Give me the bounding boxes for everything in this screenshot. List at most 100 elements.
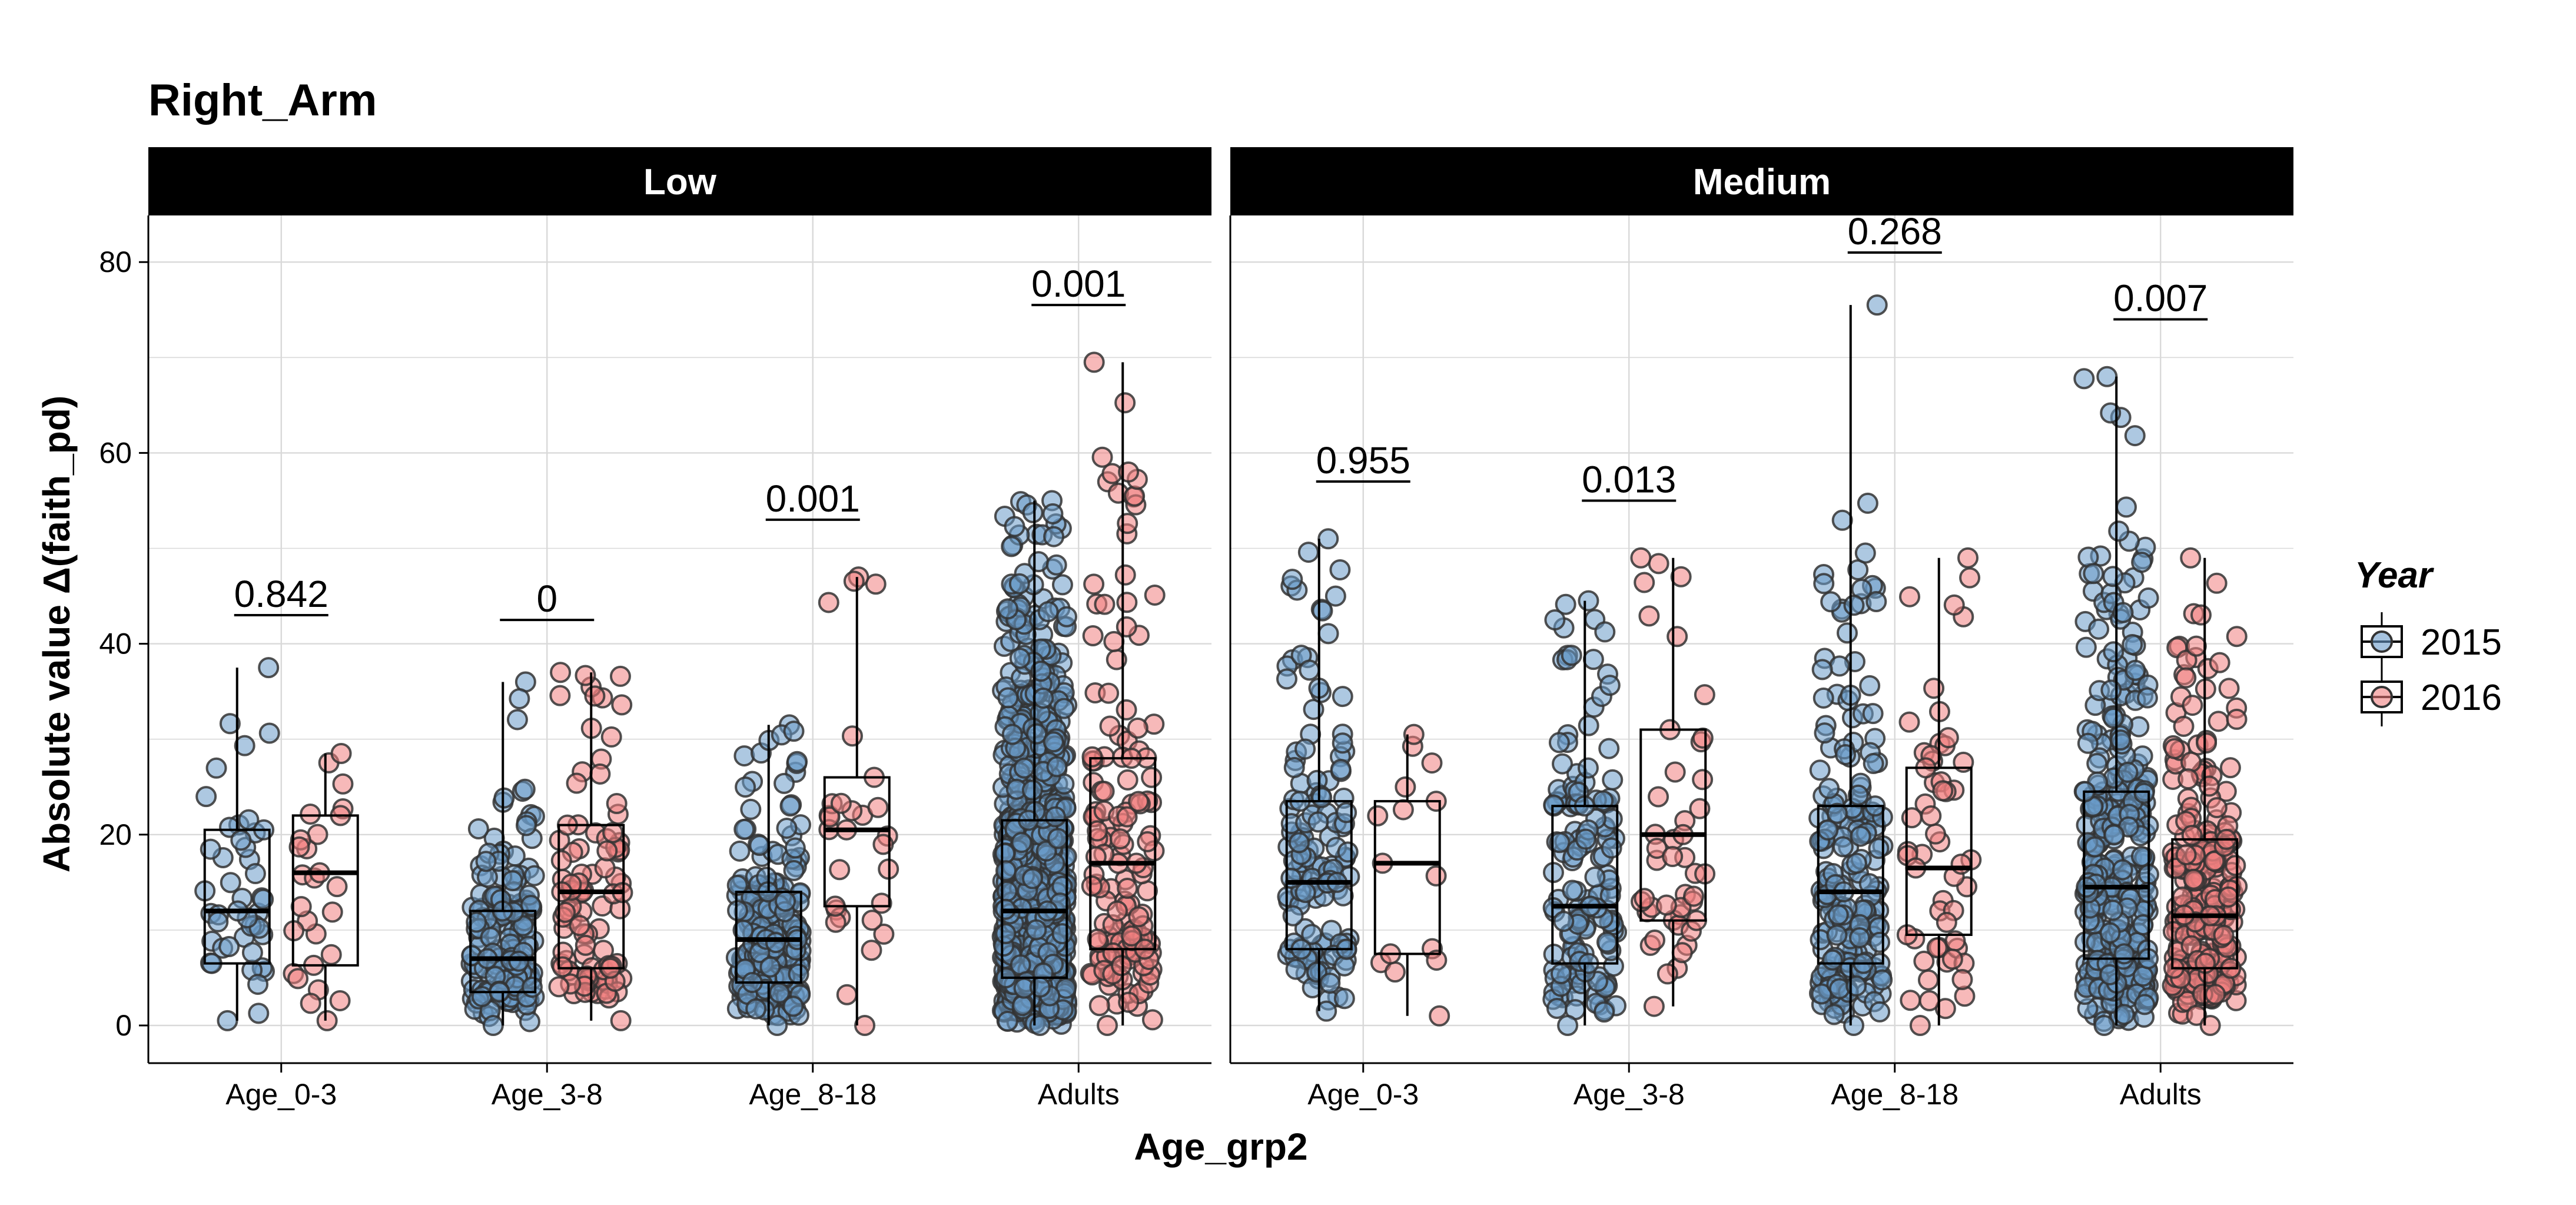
data-point <box>2218 886 2239 908</box>
data-point <box>2190 604 2212 626</box>
group-age_8-18: 0.268 <box>1808 210 1982 1036</box>
data-point <box>1811 659 1833 680</box>
data-point <box>1634 888 1655 909</box>
data-point <box>332 773 354 795</box>
boxplot-2015 <box>469 682 537 1025</box>
data-point <box>733 818 755 840</box>
boxplot-2015 <box>1817 305 1884 1025</box>
data-point <box>1116 806 1138 828</box>
x-tick-label: Adults <box>2120 1078 2202 1111</box>
data-point <box>2103 824 2125 846</box>
legend-key-point <box>2371 686 2393 708</box>
box <box>1089 757 1157 951</box>
data-point <box>508 950 530 972</box>
data-point <box>1549 832 1571 854</box>
data-point <box>1821 949 1843 971</box>
data-point <box>1028 551 1050 573</box>
data-point <box>2086 752 2108 774</box>
data-point <box>836 984 858 1005</box>
data-point <box>1823 1004 1845 1025</box>
data-point <box>207 911 229 932</box>
data-point <box>1312 600 1333 622</box>
data-point <box>258 722 280 744</box>
data-point <box>1117 878 1138 899</box>
data-point <box>1638 605 1660 627</box>
data-point <box>2073 368 2095 390</box>
data-point <box>1021 779 1043 801</box>
data-point <box>1025 919 1047 941</box>
data-point <box>523 865 545 887</box>
data-point <box>2077 732 2099 754</box>
data-point <box>2213 924 2235 946</box>
data-point <box>467 818 489 840</box>
data-point <box>749 835 771 857</box>
pvalue-label: 0 <box>536 577 557 620</box>
boxplot-2016 <box>557 672 625 1021</box>
data-point <box>247 974 269 995</box>
x-tick-label: Adults <box>1038 1078 1120 1111</box>
box <box>1285 800 1353 951</box>
data-point <box>1001 536 1023 557</box>
data-point <box>482 1015 504 1036</box>
boxplot-2015 <box>203 668 271 1021</box>
data-point <box>1578 715 1599 736</box>
data-point <box>1809 759 1831 781</box>
data-point <box>1046 756 1068 778</box>
legend-label: 2016 <box>2421 678 2502 718</box>
points-2016 <box>283 743 354 1031</box>
data-point <box>596 840 618 862</box>
y-tick-label: 0 <box>115 1009 132 1042</box>
data-point <box>1909 1015 1931 1036</box>
pvalue-label: 0.268 <box>1848 210 1942 253</box>
data-point <box>1425 865 1447 887</box>
data-point <box>861 909 883 931</box>
data-point <box>779 795 801 817</box>
data-point <box>548 976 570 998</box>
data-point <box>1114 392 1136 414</box>
data-point <box>1426 950 1448 971</box>
data-point <box>2219 757 2241 779</box>
data-point <box>1835 744 1857 766</box>
data-point <box>1845 852 1867 874</box>
data-point <box>727 899 749 921</box>
data-point <box>1917 969 1939 991</box>
data-point <box>1827 904 1849 926</box>
data-point <box>1552 753 1574 775</box>
data-point <box>1584 867 1606 888</box>
data-point <box>783 859 805 881</box>
data-point <box>786 751 808 772</box>
data-point <box>2112 859 2133 881</box>
data-point <box>1644 930 1666 951</box>
data-point <box>471 985 493 1007</box>
data-point <box>550 662 572 683</box>
data-point <box>1127 717 1148 739</box>
data-point <box>1137 831 1158 852</box>
facet-strip <box>148 147 1211 215</box>
data-point <box>774 772 795 794</box>
data-point <box>2205 984 2226 1005</box>
data-point <box>515 815 537 836</box>
data-point <box>248 1002 270 1024</box>
data-point <box>589 763 611 785</box>
data-point <box>1128 906 1150 928</box>
data-point <box>1936 911 1957 933</box>
y-axis: 0 20 40 60 80 <box>99 245 148 1042</box>
box <box>1639 728 1707 922</box>
data-point <box>1950 853 1972 875</box>
data-point <box>1009 648 1031 669</box>
data-point <box>2102 566 2124 587</box>
data-point <box>609 665 631 687</box>
boxplot-2016 <box>1639 557 1707 1007</box>
data-point <box>1021 868 1043 889</box>
data-point <box>2207 711 2229 732</box>
data-point <box>1044 806 1066 828</box>
data-point <box>475 851 497 872</box>
data-point <box>1276 668 1297 690</box>
boxplot-2016 <box>823 577 891 1025</box>
data-point <box>566 772 587 794</box>
data-point <box>1854 542 1876 564</box>
data-point <box>1087 820 1108 842</box>
data-point <box>1082 625 1104 647</box>
box <box>291 814 359 967</box>
points-2015 <box>725 714 812 1036</box>
